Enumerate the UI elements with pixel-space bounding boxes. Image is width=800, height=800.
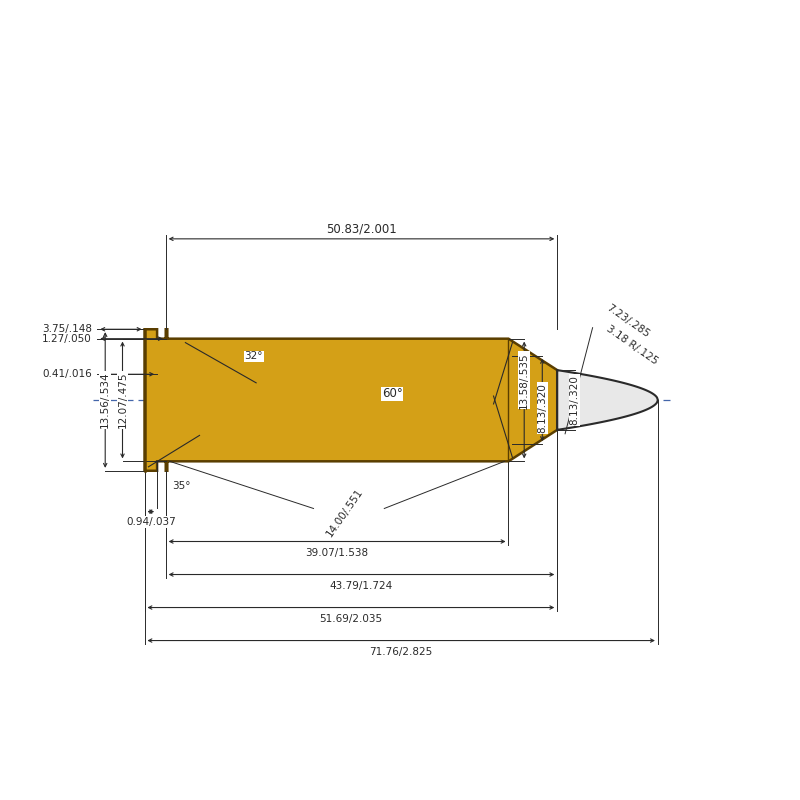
Text: 7.23/.285: 7.23/.285	[604, 303, 651, 340]
Polygon shape	[145, 330, 558, 470]
Text: 0.41/.016: 0.41/.016	[42, 370, 92, 379]
Text: 32°: 32°	[244, 351, 263, 362]
Text: 35°: 35°	[172, 482, 190, 491]
Text: 13.56/.534: 13.56/.534	[100, 372, 110, 428]
Text: 50.83/2.001: 50.83/2.001	[326, 223, 397, 236]
Text: 0.94/.037: 0.94/.037	[126, 517, 176, 527]
Text: 60°: 60°	[382, 387, 402, 400]
Text: 51.69/2.035: 51.69/2.035	[319, 614, 382, 623]
Text: 14.00/.551: 14.00/.551	[325, 486, 366, 538]
Polygon shape	[558, 370, 658, 430]
Text: 12.07/.475: 12.07/.475	[118, 372, 127, 428]
Text: 43.79/1.724: 43.79/1.724	[330, 581, 393, 590]
Text: 1.27/.050: 1.27/.050	[42, 334, 92, 344]
Text: 8.13/.320: 8.13/.320	[570, 375, 579, 425]
Text: 3.75/.148: 3.75/.148	[42, 324, 92, 334]
Text: 8.13/.320: 8.13/.320	[538, 383, 547, 433]
Text: 71.76/2.825: 71.76/2.825	[370, 646, 433, 657]
Text: 3.18 R/.125: 3.18 R/.125	[604, 323, 659, 366]
Text: 39.07/1.538: 39.07/1.538	[306, 547, 369, 558]
Text: 13.58/.535: 13.58/.535	[519, 352, 530, 409]
